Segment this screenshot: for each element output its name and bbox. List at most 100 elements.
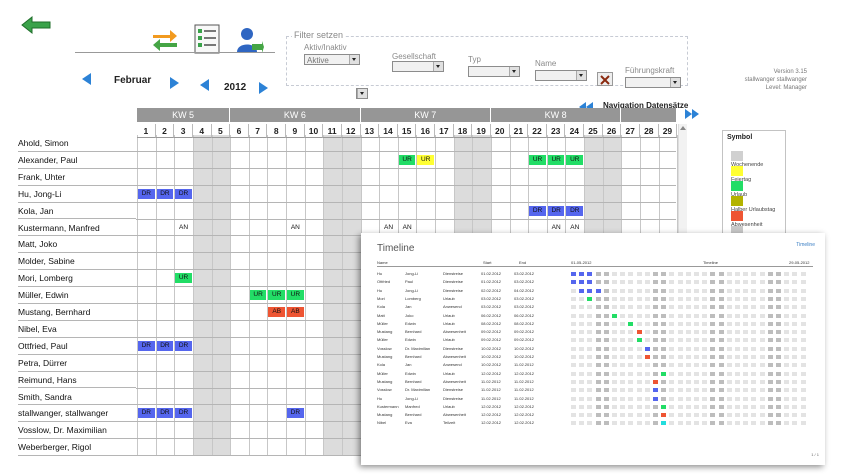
timeline-first-name: Eva — [405, 420, 412, 426]
employee-name[interactable]: Kustermann, Manfred — [18, 220, 136, 237]
employee-name[interactable]: Matt, Joko — [18, 236, 136, 254]
employee-name[interactable]: Hu, Jong-Li — [18, 186, 136, 203]
timeline-type: Dienstreise — [443, 387, 464, 393]
day-separator — [230, 135, 232, 457]
employee-name[interactable]: Müller, Edwin — [18, 287, 136, 304]
day-header: 18 — [453, 124, 473, 138]
absence-entry[interactable]: DR — [175, 188, 192, 199]
absence-entry[interactable]: AB — [287, 307, 304, 317]
timeline-cell — [603, 288, 609, 293]
timeline-cell — [751, 330, 757, 335]
absence-entry[interactable]: DR — [529, 205, 546, 216]
employee-name[interactable]: Mustang, Bernhard — [18, 304, 136, 321]
absence-entry[interactable]: DR — [156, 408, 174, 419]
timeline-cell — [751, 379, 757, 384]
timeline-cell — [595, 313, 601, 318]
absence-entry[interactable]: AB — [268, 307, 286, 317]
type-filter-select[interactable] — [468, 66, 520, 77]
employee-name[interactable]: Ahold, Simon — [18, 135, 136, 152]
employee-name[interactable]: Vosslow, Dr. Maximilian — [18, 422, 136, 440]
absence-entry[interactable]: UR — [566, 154, 584, 165]
absence-entry[interactable]: DR — [287, 408, 304, 419]
timeline-cell — [620, 371, 626, 376]
timeline-end: 03.02.2012 — [514, 304, 535, 310]
absence-entry[interactable]: AN — [570, 223, 580, 231]
next-records-icon[interactable] — [685, 106, 699, 119]
extra-select[interactable] — [356, 88, 368, 99]
timeline-cell — [595, 413, 601, 418]
clear-filter-button[interactable] — [597, 72, 613, 86]
timeline-cell — [784, 404, 790, 409]
absence-entry[interactable]: DR — [138, 188, 155, 199]
user-add-icon[interactable] — [236, 26, 264, 54]
absence-entry[interactable]: AN — [179, 223, 189, 231]
active-filter-label: Aktiv/Inaktiv — [304, 43, 347, 52]
checklist-icon[interactable] — [194, 24, 220, 54]
absence-entry[interactable]: UR — [268, 290, 286, 301]
absence-entry[interactable]: AN — [402, 223, 412, 231]
sync-icon[interactable] — [150, 26, 180, 52]
timeline-cell — [587, 321, 593, 326]
absence-entry[interactable]: AN — [290, 223, 300, 231]
name-filter-select[interactable] — [535, 70, 587, 81]
absence-entry[interactable]: DR — [175, 408, 192, 419]
next-year-button[interactable] — [259, 82, 268, 94]
timeline-cell — [685, 363, 691, 368]
timeline-cell — [726, 388, 732, 393]
timeline-cell — [636, 346, 642, 351]
timeline-cell — [767, 272, 773, 276]
absence-entry[interactable]: DR — [547, 205, 565, 216]
employee-name[interactable]: Petra, Dürrer — [18, 355, 136, 372]
scroll-up-icon[interactable] — [680, 126, 686, 130]
absence-entry[interactable]: UR — [249, 290, 267, 301]
absence-entry[interactable]: DR — [156, 340, 174, 351]
timeline-end: 03.02.2012 — [514, 271, 535, 276]
employee-name[interactable]: Reimund, Hans — [18, 372, 136, 389]
absence-entry[interactable]: DR — [566, 205, 584, 216]
timeline-cell — [595, 321, 601, 326]
timeline-cell — [612, 313, 617, 318]
absence-entry[interactable]: AN — [551, 223, 561, 231]
timeline-cell — [587, 330, 593, 335]
employee-name[interactable]: Weberberger, Rigol — [18, 439, 136, 457]
absence-entry[interactable]: UR — [287, 290, 304, 301]
employee-name[interactable]: Molder, Sabine — [18, 253, 136, 271]
timeline-cell — [661, 413, 667, 418]
absence-entry[interactable]: UR — [175, 273, 192, 284]
employee-name[interactable]: Kola, Jan — [18, 203, 136, 220]
day-separator — [137, 135, 138, 457]
timeline-cell — [636, 321, 642, 326]
employee-name[interactable]: Smith, Sandra — [18, 389, 136, 406]
timeline-cell — [620, 305, 626, 310]
employee-name[interactable]: stallwanger, stallwanger — [18, 405, 136, 423]
absence-entry[interactable]: UR — [547, 154, 565, 165]
timeline-cell — [792, 396, 798, 401]
timeline-cell — [800, 321, 806, 326]
timeline-cell — [767, 396, 773, 401]
employee-name[interactable]: Nibel, Eva — [18, 321, 136, 338]
timeline-cell — [784, 346, 790, 351]
absence-entry[interactable]: DR — [138, 340, 155, 351]
next-month-button[interactable] — [170, 77, 179, 89]
absence-entry[interactable]: UR — [529, 154, 546, 165]
back-arrow-icon[interactable] — [20, 14, 54, 36]
employee-name[interactable]: Mori, Lomberg — [18, 270, 136, 288]
absence-entry[interactable]: DR — [175, 340, 192, 351]
absence-entry[interactable]: AN — [383, 223, 394, 231]
absence-entry[interactable]: DR — [156, 188, 174, 199]
timeline-cell — [759, 363, 765, 368]
prev-year-button[interactable] — [200, 79, 209, 91]
absence-entry[interactable]: DR — [138, 408, 155, 419]
absence-entry[interactable]: UR — [417, 154, 435, 165]
employee-name[interactable]: Alexander, Paul — [18, 152, 136, 169]
employee-name[interactable]: Ottfried, Paul — [18, 338, 136, 355]
prev-month-button[interactable] — [82, 73, 91, 85]
timeline-cell — [718, 280, 724, 285]
employee-name[interactable]: Frank, Uhter — [18, 169, 136, 186]
active-filter-select[interactable]: Aktive — [304, 54, 360, 65]
timeline-link[interactable]: Timeline — [796, 242, 815, 248]
absence-entry[interactable]: UR — [398, 154, 416, 165]
company-filter-select[interactable] — [392, 61, 444, 72]
manager-filter-select[interactable] — [625, 77, 681, 88]
timeline-cell — [612, 280, 617, 285]
